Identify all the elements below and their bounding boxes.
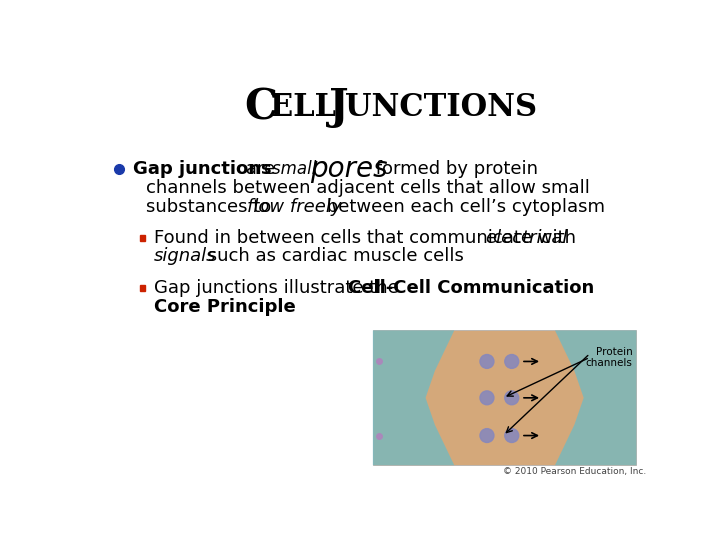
- Text: are: are: [240, 160, 281, 178]
- Circle shape: [480, 355, 494, 368]
- Circle shape: [505, 391, 518, 405]
- Text: Protein
channels: Protein channels: [585, 347, 632, 368]
- Text: substances to: substances to: [145, 198, 276, 216]
- Text: signals: signals: [153, 247, 216, 265]
- Text: Gap junctions: Gap junctions: [132, 160, 271, 178]
- Text: Found in between cells that communicate with: Found in between cells that communicate …: [153, 229, 581, 247]
- Text: Cell-Cell Communication: Cell-Cell Communication: [348, 279, 594, 297]
- Text: between each cell’s cytoplasm: between each cell’s cytoplasm: [320, 198, 605, 216]
- Text: small: small: [271, 160, 321, 178]
- Text: ELL: ELL: [270, 92, 346, 123]
- Polygon shape: [373, 330, 454, 465]
- Text: formed by protein: formed by protein: [370, 160, 539, 178]
- Text: channels between adjacent cells that allow small: channels between adjacent cells that all…: [145, 179, 590, 197]
- Text: flow freely: flow freely: [248, 198, 342, 216]
- Bar: [140, 286, 145, 291]
- Polygon shape: [555, 330, 636, 465]
- Text: UNCTIONS: UNCTIONS: [345, 92, 537, 123]
- Text: pores: pores: [310, 155, 388, 183]
- Circle shape: [480, 391, 494, 405]
- Bar: [140, 235, 145, 241]
- Text: Gap junctions illustrate the: Gap junctions illustrate the: [153, 279, 404, 297]
- Text: J: J: [330, 86, 349, 128]
- Text: such as cardiac muscle cells: such as cardiac muscle cells: [202, 247, 464, 265]
- Circle shape: [505, 429, 518, 442]
- Text: electrical: electrical: [485, 229, 567, 247]
- Bar: [373, 330, 636, 465]
- Text: C: C: [244, 86, 277, 128]
- Circle shape: [505, 355, 518, 368]
- Text: © 2010 Pearson Education, Inc.: © 2010 Pearson Education, Inc.: [503, 467, 647, 476]
- Text: Core Principle: Core Principle: [153, 298, 295, 316]
- Circle shape: [480, 429, 494, 442]
